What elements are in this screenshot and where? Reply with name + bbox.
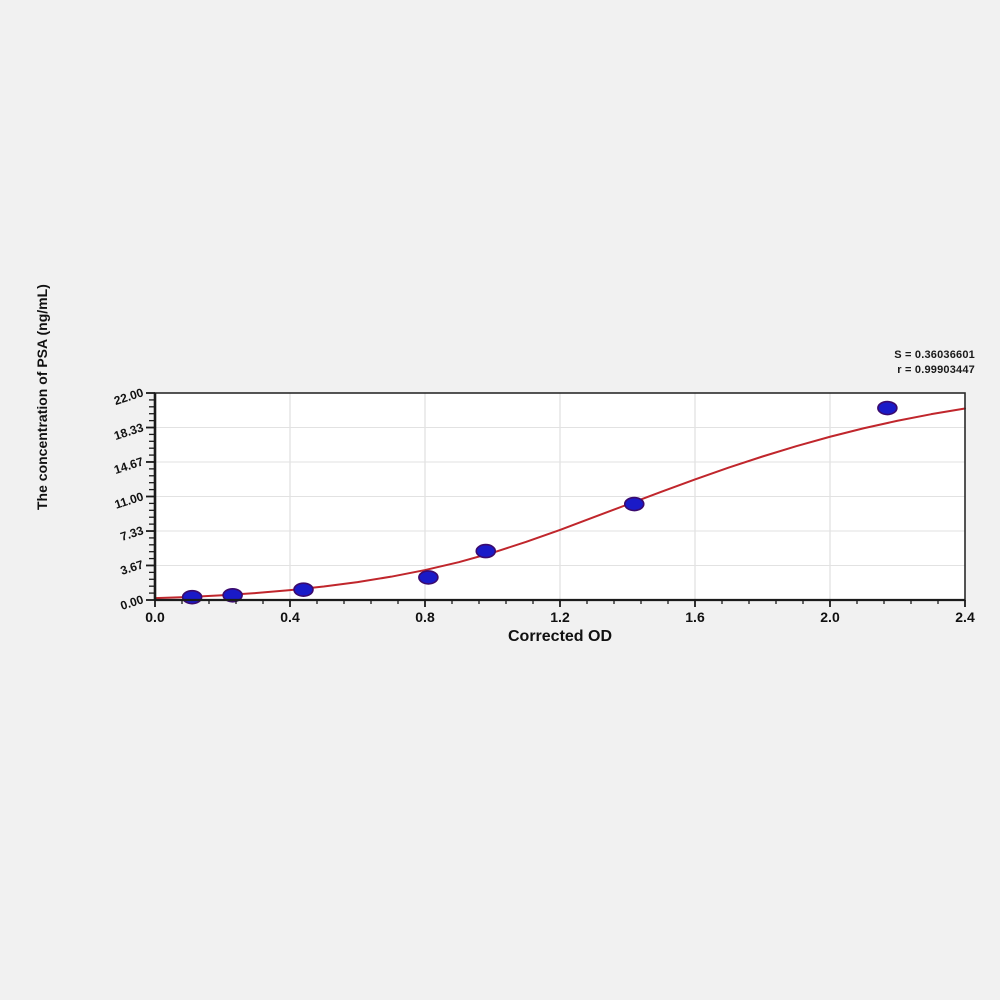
x-tick-label: 2.4 [955, 609, 975, 625]
r-value-text: r = 0.99903447 [897, 363, 975, 376]
data-point-marker [293, 582, 314, 597]
x-tick-label: 0.0 [145, 609, 165, 625]
x-tick-label: 1.2 [550, 609, 570, 625]
x-tick-label: 0.8 [415, 609, 435, 625]
fit-statistics-annotation: S = 0.36036601 r = 0.99903447 [760, 348, 975, 378]
data-point-marker [181, 589, 203, 605]
fitted-curve [154, 407, 966, 600]
data-point-marker [418, 570, 439, 585]
data-point-marker [623, 496, 645, 512]
s-value-text: S = 0.36036601 [894, 349, 975, 361]
data-point-marker [877, 400, 898, 416]
x-axis-title: Corrected OD [507, 628, 613, 645]
x-tick-label: 2.0 [820, 609, 840, 625]
x-tick-label: 0.4 [280, 609, 300, 625]
data-point-marker [222, 587, 243, 603]
y-axis-title: The concentration of PSA (ng/mL) [34, 284, 50, 510]
data-point-marker [475, 543, 497, 559]
x-tick-label: 1.6 [685, 609, 705, 625]
